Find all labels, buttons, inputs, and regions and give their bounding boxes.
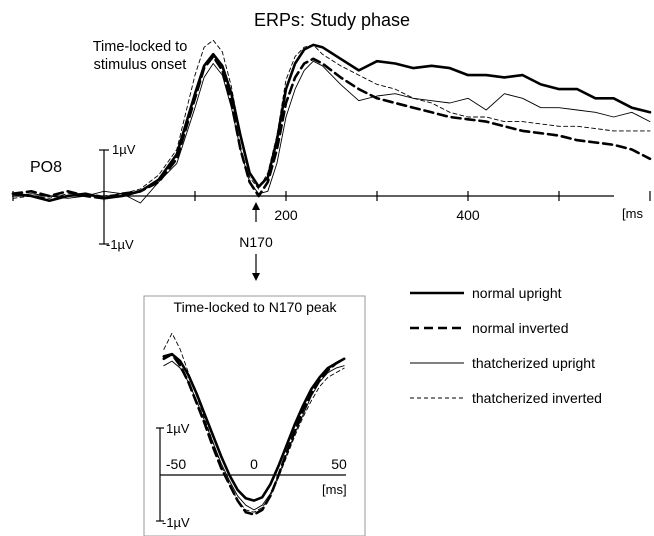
inset-frame	[143, 295, 366, 536]
inset-series-thatcherized-upright	[163, 360, 345, 511]
legend-label-thatcherized-upright: thatcherized upright	[472, 355, 595, 371]
main-series-thatcherized-upright	[12, 60, 651, 204]
main-series-normal-inverted	[11, 55, 652, 200]
inset-x-tick-label-50: 50	[331, 456, 347, 472]
main-title: ERPs: Study phase	[254, 10, 410, 30]
main-y-tick-label-bottom: -1µV	[106, 237, 134, 252]
inset-x-unit: [ms]	[322, 482, 347, 497]
main-x-tick-label-200: 200	[274, 207, 298, 223]
inset-x-tick-label-neg50: -50	[166, 456, 186, 472]
n170-arrow-down-head	[252, 273, 260, 281]
legend: normal upright normal inverted thatcherize…	[410, 285, 602, 406]
n170-arrow-up-head	[252, 202, 260, 210]
main-annotation-line2: stimulus onset	[94, 57, 187, 73]
legend-label-normal-inverted: normal inverted	[472, 320, 569, 336]
main-series-thatcherized-inverted	[12, 39, 651, 199]
main-series-group	[11, 39, 652, 204]
main-x-tick-label-400: 400	[456, 207, 480, 223]
n170-label: N170	[239, 234, 273, 250]
inset-x-tick-label-0: 0	[250, 456, 258, 472]
inset-y-tick-label-top: 1µV	[166, 421, 190, 436]
main-annotation-line1: Time-locked to	[93, 39, 188, 55]
legend-label-normal-upright: normal upright	[472, 285, 562, 301]
main-x-unit: [ms	[622, 206, 643, 221]
legend-label-thatcherized-inverted: thatcherized inverted	[472, 390, 602, 406]
inset-series-thatcherized-inverted	[163, 332, 345, 513]
inset-y-tick-label-bottom: -1µV	[162, 515, 190, 530]
main-y-tick-label-top: 1µV	[112, 142, 136, 157]
inset-series-group	[162, 332, 346, 516]
inset-series-normal-inverted	[162, 352, 346, 516]
channel-label: PO8	[30, 159, 62, 176]
inset-annotation: Time-locked to N170 peak	[174, 299, 338, 315]
